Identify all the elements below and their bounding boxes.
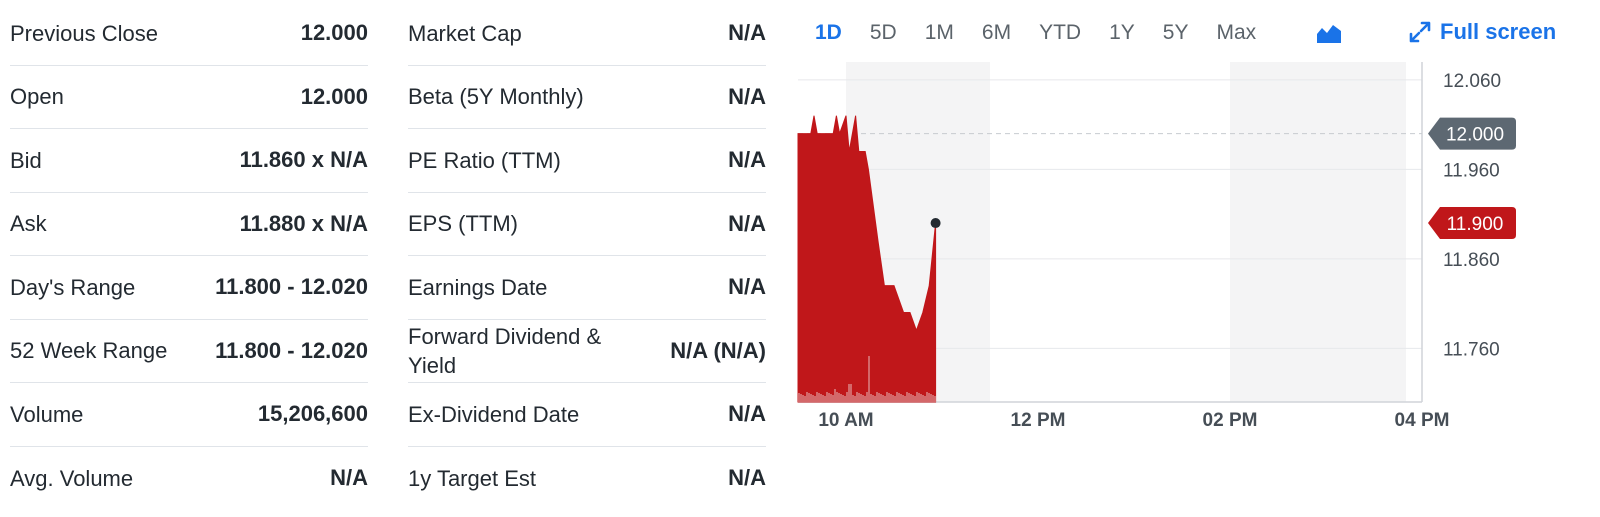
summary-label: Volume [10,401,84,427]
y-tick-label: 11.860 [1443,250,1500,271]
summary-table-right: Market Cap N/A Beta (5Y Monthly) N/A PE Rati… [408,2,766,510]
summary-label: PE Ratio (TTM) [408,147,561,173]
summary-row: Previous Close 12.000 [10,2,368,66]
summary-value: N/A [728,20,766,46]
range-button-max[interactable]: Max [1216,21,1257,44]
summary-value: 11.800 - 12.020 [215,337,368,363]
summary-value: N/A [728,401,766,427]
summary-label: Market Cap [408,20,522,46]
summary-row: 52 Week Range 11.800 - 12.020 [10,320,368,383]
current-price-tag [1428,207,1516,240]
range-button-1m[interactable]: 1M [924,21,954,44]
summary-value: N/A [728,465,766,491]
range-button-1d[interactable]: 1D [815,21,842,44]
range-button-5y[interactable]: 5Y [1162,21,1189,44]
summary-value: 12.000 [300,20,368,46]
summary-label: Open [10,84,64,110]
summary-value: N/A [330,465,368,491]
y-tick-label: 11.760 [1443,339,1500,360]
summary-label: Bid [10,147,42,173]
summary-table-left: Previous Close 12.000 Open 12.000 Bid 11.860 … [10,2,368,510]
summary-row: Ask 11.880 x N/A [10,193,368,256]
summary-value: 15,206,600 [257,401,368,427]
summary-value: N/A [728,83,766,109]
range-button-1y[interactable]: 1Y [1109,21,1135,44]
range-button-5d[interactable]: 5D [869,21,897,44]
summary-row: Volume 15,206,600 [10,383,368,447]
expand-icon [1409,21,1431,43]
summary-value: N/A [728,147,766,173]
summary-value: 11.800 - 12.020 [215,274,368,300]
summary-value: N/A [728,210,766,236]
y-tick-label: 11.960 [1443,160,1500,181]
time-band [1230,62,1406,402]
price-area [797,115,937,403]
volume-bars [798,356,936,402]
area-chart-icon[interactable] [1316,22,1342,44]
summary-row: Bid 11.860 x N/A [10,129,368,193]
range-button-ytd[interactable]: YTD [1039,21,1082,44]
current-price-label: 11.900 [1447,214,1504,235]
last-price-dot [930,218,941,229]
summary-label: Forward Dividend & Yield [408,323,602,378]
summary-row: EPS (TTM) N/A [408,193,766,256]
summary-label: Previous Close [10,20,158,46]
summary-label: 1y Target Est [408,465,536,491]
summary-row: Open 12.000 [10,66,368,129]
summary-label: Ex-Dividend Date [408,401,580,427]
summary-value: N/A [728,274,766,300]
x-tick-label: 10 AM [818,410,873,431]
previous-close-tag [1428,117,1516,150]
fullscreen-button[interactable]: Full screen [1408,19,1556,45]
summary-value: 11.880 x N/A [239,210,368,236]
range-selector: 1D 5D 1M 6M YTD 1Y 5Y Max [815,16,1284,50]
summary-label: 52 Week Range [10,338,168,364]
previous-close-label: 12.000 [1446,125,1504,146]
summary-value: 11.860 x N/A [239,147,368,173]
summary-label: EPS (TTM) [408,211,518,237]
summary-row: PE Ratio (TTM) N/A [408,129,766,193]
summary-row: 1y Target Est N/A [408,447,766,511]
time-band [846,62,990,402]
summary-row: Day's Range 11.800 - 12.020 [10,256,368,320]
summary-label: Beta (5Y Monthly) [408,84,584,110]
summary-label: Earnings Date [408,274,548,300]
summary-row: Market Cap N/A [408,2,766,66]
summary-label: Avg. Volume [10,465,134,491]
summary-row: Avg. Volume N/A [10,447,368,511]
summary-label: Ask [10,211,47,237]
x-tick-label: 12 PM [1011,410,1066,431]
summary-value: N/A (N/A) [670,337,766,363]
fullscreen-label: Full screen [1440,19,1557,44]
x-tick-label: 04 PM [1395,410,1450,431]
summary-row: Ex-Dividend Date N/A [408,383,766,447]
y-tick-label: 12.060 [1443,71,1501,92]
x-tick-label: 02 PM [1203,410,1258,431]
summary-row: Beta (5Y Monthly) N/A [408,66,766,129]
summary-value: 12.000 [300,83,368,109]
range-button-6m[interactable]: 6M [981,21,1012,44]
summary-row: Earnings Date N/A [408,256,766,320]
summary-row: Forward Dividend & Yield N/A (N/A) [408,320,766,383]
summary-label: Day's Range [10,274,136,300]
